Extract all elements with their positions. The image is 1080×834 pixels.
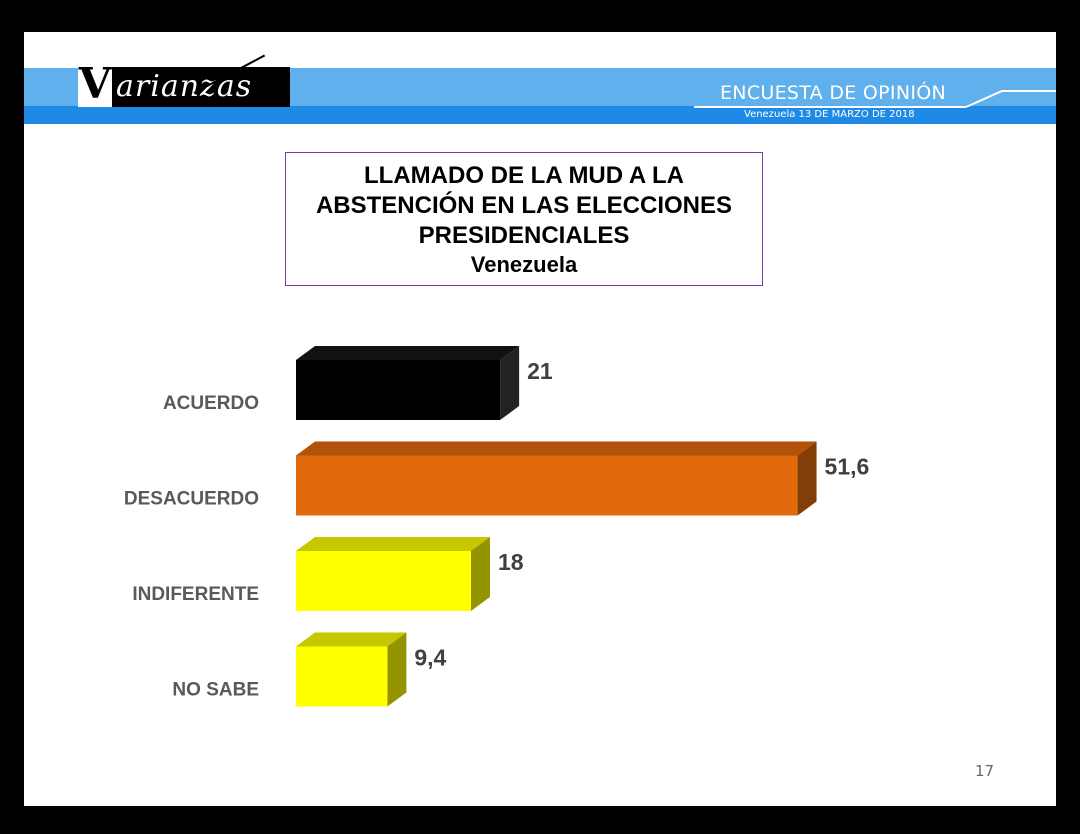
bar-top-face [296, 346, 520, 360]
header-underline-tail [1002, 90, 1056, 92]
bar-side-face [470, 537, 490, 611]
chart-title-line-2: ABSTENCIÓN EN LAS ELECCIONES [315, 192, 733, 219]
bar-top-face [296, 441, 817, 456]
bar-top-face [296, 537, 490, 551]
bar-side-face [797, 441, 817, 516]
category-label: DESACUERDO [124, 489, 259, 510]
data-label: 18 [498, 549, 524, 575]
bar [296, 455, 798, 516]
category-label: INDIFERENTE [132, 584, 259, 605]
data-label: 21 [527, 358, 553, 384]
header-underline [694, 106, 966, 108]
bar [296, 360, 501, 420]
chart-title-box: LLAMADO DE LA MUD A LA ABSTENCIÓN EN LAS… [285, 152, 763, 286]
page-number: 17 [975, 762, 995, 780]
bar-chart: ACUERDO 21 DESACUERDO 51,6 INDIFERENTE 18 NO S… [124, 346, 870, 707]
data-label: 9,4 [414, 645, 446, 671]
bar-top-face [296, 632, 407, 647]
data-label: 51,6 [825, 454, 870, 480]
category-label: ACUERDO [163, 393, 259, 414]
bar [296, 551, 471, 611]
chart-title-line-1: LLAMADO DE LA MUD A LA [364, 162, 684, 189]
logo-initial: V [78, 59, 112, 108]
chart-title: LLAMADO DE LA MUD A LA ABSTENCIÓN EN LAS… [286, 161, 762, 251]
header-subtitle: Venezuela 13 DE MARZO DE 2018 [744, 109, 915, 120]
chart-title-line-3: PRESIDENCIALES [418, 222, 630, 249]
varianzas-logo: V arianzas [78, 61, 290, 107]
chart-subtitle: Venezuela [470, 252, 578, 277]
slide: V arianzas ENCUESTA DE OPINIÓN Venezuela… [24, 32, 1056, 806]
category-label: NO SABE [172, 680, 259, 701]
bar-side-face [500, 346, 520, 420]
header-band-dark [24, 106, 1056, 124]
bar-side-face [387, 632, 407, 707]
bar [296, 646, 388, 707]
header-title: ENCUESTA DE OPINIÓN [720, 82, 946, 104]
